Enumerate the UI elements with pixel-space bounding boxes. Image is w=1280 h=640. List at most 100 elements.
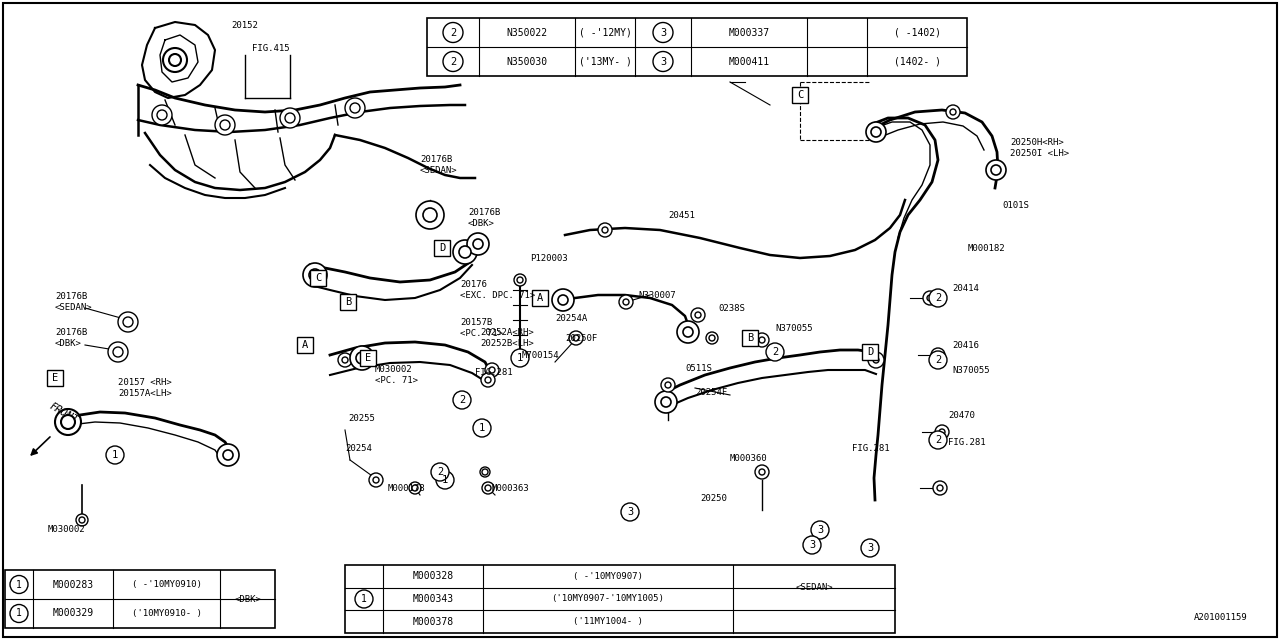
Circle shape: [812, 521, 829, 539]
Circle shape: [934, 352, 941, 358]
Text: 3: 3: [660, 56, 666, 67]
Circle shape: [436, 471, 454, 489]
Circle shape: [934, 425, 948, 439]
Text: N350030: N350030: [507, 56, 548, 67]
Text: E: E: [52, 373, 58, 383]
Circle shape: [755, 465, 769, 479]
Text: 1: 1: [17, 579, 22, 589]
Bar: [742, 330, 758, 346]
Text: 3: 3: [660, 28, 666, 38]
Text: M000378: M000378: [412, 617, 453, 627]
Text: N350022: N350022: [507, 28, 548, 38]
Text: ('13MY- ): ('13MY- ): [579, 56, 631, 67]
Circle shape: [453, 240, 477, 264]
Circle shape: [416, 201, 444, 229]
Circle shape: [485, 485, 492, 491]
Text: 20250F: 20250F: [564, 333, 598, 342]
Circle shape: [929, 431, 947, 449]
Circle shape: [991, 165, 1001, 175]
Circle shape: [412, 485, 419, 491]
Circle shape: [338, 353, 352, 367]
Circle shape: [410, 482, 421, 494]
Circle shape: [511, 349, 529, 367]
Bar: [792, 87, 808, 103]
Text: FIG.415: FIG.415: [252, 44, 289, 52]
Text: ( -'10MY0907): ( -'10MY0907): [573, 572, 643, 581]
Circle shape: [474, 239, 483, 249]
Circle shape: [666, 382, 671, 388]
Circle shape: [152, 105, 172, 125]
Circle shape: [474, 419, 492, 437]
Circle shape: [483, 469, 488, 475]
Text: M000363: M000363: [492, 483, 530, 493]
Circle shape: [929, 351, 947, 369]
Text: M000328: M000328: [412, 572, 453, 581]
Circle shape: [453, 391, 471, 409]
Text: 1: 1: [111, 450, 118, 460]
Text: 2: 2: [449, 28, 456, 38]
Circle shape: [573, 335, 579, 341]
Circle shape: [765, 343, 783, 361]
Text: 1: 1: [17, 609, 22, 618]
Circle shape: [602, 227, 608, 233]
Text: 2: 2: [436, 467, 443, 477]
Text: D: D: [439, 243, 445, 253]
Circle shape: [342, 357, 348, 363]
Circle shape: [873, 357, 879, 363]
Circle shape: [558, 295, 568, 305]
Text: 20414: 20414: [952, 284, 979, 292]
Circle shape: [933, 481, 947, 495]
Circle shape: [76, 514, 88, 526]
Circle shape: [931, 348, 945, 362]
Circle shape: [759, 469, 765, 475]
Circle shape: [803, 536, 820, 554]
Circle shape: [61, 415, 76, 429]
Circle shape: [443, 51, 463, 72]
Text: M030002: M030002: [49, 525, 86, 534]
Circle shape: [372, 477, 379, 483]
Circle shape: [867, 122, 886, 142]
Circle shape: [169, 54, 180, 66]
Text: B: B: [344, 297, 351, 307]
Circle shape: [467, 233, 489, 255]
Circle shape: [303, 263, 326, 287]
Circle shape: [480, 467, 490, 477]
Text: FRONT: FRONT: [49, 401, 81, 425]
Circle shape: [929, 289, 947, 307]
Text: ('10MY0910- ): ('10MY0910- ): [132, 609, 202, 618]
Text: 20250H<RH>
20250I <LH>: 20250H<RH> 20250I <LH>: [1010, 138, 1069, 157]
Circle shape: [218, 444, 239, 466]
Text: ( -'12MY): ( -'12MY): [579, 28, 631, 38]
Circle shape: [937, 485, 943, 491]
Circle shape: [623, 299, 628, 305]
Text: 20152: 20152: [232, 20, 259, 29]
Bar: [310, 270, 326, 286]
Text: 20470: 20470: [948, 410, 975, 419]
Circle shape: [709, 335, 716, 341]
Circle shape: [113, 347, 123, 357]
Text: ( -'10MY0910): ( -'10MY0910): [132, 580, 202, 589]
Text: FIG.281: FIG.281: [475, 367, 512, 376]
Text: 20176B
<SEDAN>: 20176B <SEDAN>: [55, 292, 92, 312]
Text: P120003: P120003: [530, 253, 567, 262]
Circle shape: [986, 160, 1006, 180]
Text: 20255: 20255: [348, 413, 375, 422]
Text: 2: 2: [458, 395, 465, 405]
Circle shape: [349, 346, 374, 370]
Circle shape: [517, 277, 524, 283]
Text: 20254F: 20254F: [695, 387, 727, 397]
Text: 1: 1: [479, 423, 485, 433]
Text: A: A: [536, 293, 543, 303]
Circle shape: [621, 503, 639, 521]
Text: 0238S: 0238S: [718, 303, 745, 312]
Text: M030002
<PC. 71>: M030002 <PC. 71>: [375, 365, 419, 385]
Text: 20176B
<SEDAN>: 20176B <SEDAN>: [420, 156, 458, 175]
Text: 2: 2: [934, 435, 941, 445]
Circle shape: [653, 22, 673, 42]
Text: 20157B
<PC. 71>: 20157B <PC. 71>: [460, 318, 503, 338]
Circle shape: [868, 352, 884, 368]
Bar: [428, 18, 966, 76]
Circle shape: [443, 22, 463, 42]
Bar: [861, 344, 878, 360]
Text: <SEDAN>: <SEDAN>: [795, 583, 833, 592]
